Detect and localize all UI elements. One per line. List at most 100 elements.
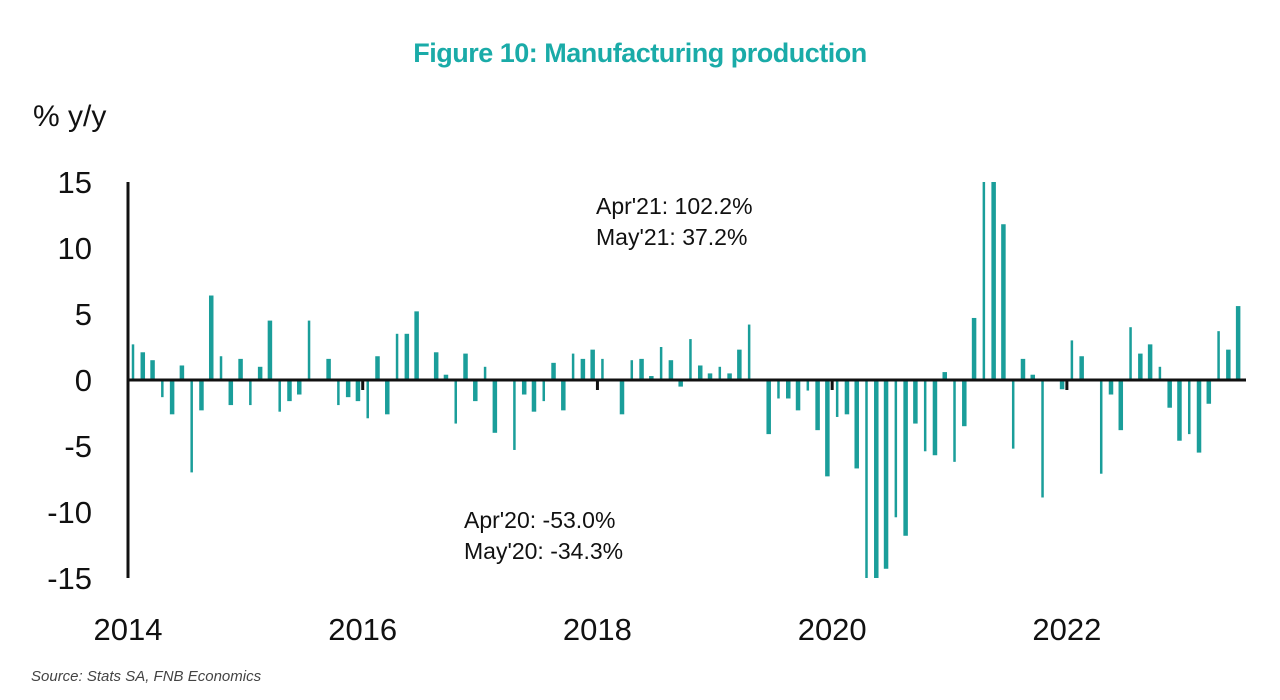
bar bbox=[718, 366, 722, 380]
bar bbox=[551, 362, 556, 380]
bar bbox=[747, 324, 751, 380]
bar bbox=[307, 320, 311, 380]
bar bbox=[1011, 380, 1015, 449]
bar bbox=[854, 380, 859, 469]
bar bbox=[1020, 358, 1026, 380]
bar bbox=[786, 380, 791, 399]
bar bbox=[913, 380, 918, 424]
annotation-text: May'20: -34.3% bbox=[464, 538, 623, 564]
bar bbox=[140, 352, 146, 380]
bar bbox=[355, 380, 361, 402]
source-note: Source: Stats SA, FNB Economics bbox=[31, 668, 262, 685]
bar bbox=[513, 380, 516, 450]
bar bbox=[345, 380, 351, 398]
bar bbox=[257, 366, 263, 380]
bar bbox=[894, 380, 898, 518]
bar bbox=[1206, 380, 1212, 404]
bars-group bbox=[131, 182, 1241, 578]
bar bbox=[483, 366, 487, 380]
bar bbox=[580, 358, 586, 380]
bar bbox=[238, 358, 243, 380]
bar bbox=[1099, 380, 1103, 474]
bar bbox=[766, 380, 771, 435]
bar bbox=[619, 380, 625, 415]
bar bbox=[150, 360, 155, 380]
bar bbox=[219, 356, 223, 380]
bar bbox=[923, 380, 927, 452]
x-tick-label: 2018 bbox=[563, 612, 632, 647]
bar bbox=[815, 380, 820, 431]
bar bbox=[806, 380, 810, 391]
y-tick-label: 15 bbox=[58, 165, 92, 200]
bar bbox=[1041, 380, 1044, 498]
bar bbox=[678, 380, 683, 387]
bar bbox=[874, 380, 879, 578]
bar bbox=[962, 380, 967, 427]
bar bbox=[1070, 340, 1074, 380]
bar bbox=[375, 356, 380, 380]
chart-title: Figure 10: Manufacturing production bbox=[413, 38, 867, 68]
bar bbox=[942, 372, 947, 380]
bar bbox=[737, 349, 742, 380]
bar bbox=[337, 380, 340, 406]
bar bbox=[844, 380, 850, 415]
bar bbox=[1217, 331, 1220, 380]
axes-group bbox=[126, 182, 1246, 578]
bar bbox=[689, 339, 692, 380]
bar bbox=[932, 380, 938, 456]
bar bbox=[1030, 374, 1036, 380]
bar bbox=[1001, 224, 1006, 380]
bar bbox=[571, 353, 575, 380]
bar bbox=[492, 380, 498, 433]
bar bbox=[1059, 380, 1065, 390]
bar bbox=[208, 295, 214, 380]
bar bbox=[404, 333, 410, 380]
bar bbox=[414, 311, 419, 380]
bar bbox=[1235, 306, 1241, 380]
bar bbox=[454, 380, 457, 424]
bar bbox=[463, 353, 468, 380]
bar bbox=[649, 376, 654, 380]
bar bbox=[395, 333, 399, 380]
bar bbox=[131, 344, 135, 380]
bar bbox=[903, 380, 908, 536]
bar bbox=[1158, 366, 1162, 380]
bar bbox=[521, 380, 527, 395]
bar bbox=[953, 380, 956, 462]
bar bbox=[1187, 380, 1191, 435]
bar bbox=[590, 349, 595, 380]
bar bbox=[385, 380, 390, 415]
bar bbox=[795, 380, 801, 411]
y-tick-labels: 15 10 5 0 -5 -10 -15 bbox=[47, 165, 92, 596]
bar bbox=[1147, 344, 1153, 380]
bar bbox=[697, 365, 703, 380]
bar bbox=[1138, 353, 1143, 380]
bar bbox=[161, 380, 164, 398]
bar bbox=[865, 380, 868, 578]
bar bbox=[1226, 349, 1231, 380]
bar bbox=[531, 380, 537, 412]
bar bbox=[1177, 380, 1182, 441]
bar bbox=[727, 373, 732, 380]
bar bbox=[777, 380, 780, 399]
bar bbox=[1129, 327, 1132, 380]
bar bbox=[639, 358, 644, 380]
bar bbox=[1079, 356, 1084, 380]
bar bbox=[1118, 380, 1124, 431]
bar bbox=[297, 380, 302, 395]
bar bbox=[971, 317, 977, 380]
bar bbox=[659, 347, 663, 380]
bar bbox=[835, 380, 839, 417]
bar bbox=[278, 380, 281, 412]
x-tick-label: 2014 bbox=[94, 612, 163, 647]
bar bbox=[267, 320, 273, 380]
bar bbox=[199, 380, 204, 411]
annotation-text: Apr'20: -53.0% bbox=[464, 507, 615, 533]
annotation-text: Apr'21: 102.2% bbox=[596, 193, 753, 219]
bar bbox=[982, 182, 986, 380]
y-axis-label: % y/y bbox=[33, 100, 107, 133]
bar bbox=[1108, 380, 1114, 395]
bar bbox=[883, 380, 889, 569]
bar bbox=[1196, 380, 1202, 453]
